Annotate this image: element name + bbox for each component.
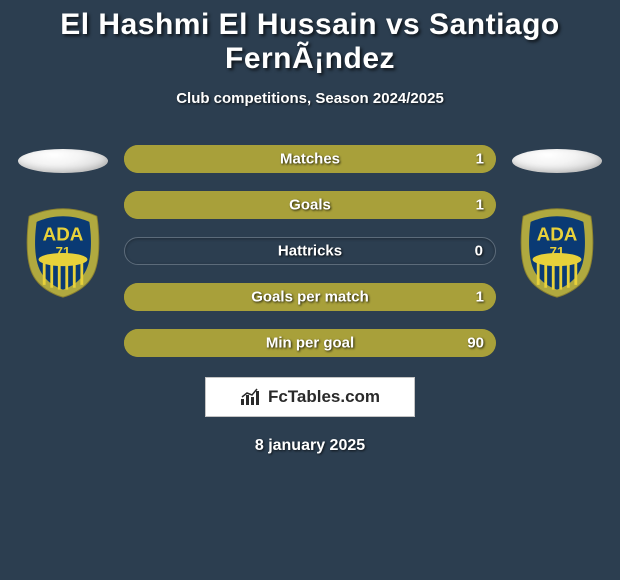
stat-label: Min per goal	[266, 335, 354, 352]
stat-bar: Goals 1	[124, 191, 496, 219]
stat-label: Matches	[280, 151, 340, 168]
stat-bar: Min per goal 90	[124, 329, 496, 357]
club-badge-right: ADA 71	[510, 205, 604, 299]
comparison-container: El Hashmi El Hussain vs Santiago FernÃ¡n…	[0, 0, 620, 580]
stats-bars: Matches 1 Goals 1 Hattricks 0 Goals per match 1…	[118, 145, 502, 357]
subtitle: Club competitions, Season 2024/2025	[0, 90, 620, 107]
watermark-text: FcTables.com	[268, 387, 380, 407]
stat-label: Hattricks	[278, 243, 342, 260]
svg-text:ADA: ADA	[537, 224, 578, 245]
svg-text:71: 71	[550, 244, 565, 259]
watermark: FcTables.com	[205, 377, 415, 417]
player-left-column: ADA 71	[8, 145, 118, 299]
player-left-avatar-placeholder	[18, 149, 108, 173]
svg-text:ADA: ADA	[43, 224, 84, 245]
stat-value-right: 0	[475, 243, 483, 260]
stat-label: Goals	[289, 197, 331, 214]
stat-value-right: 90	[467, 335, 484, 352]
stat-bar: Matches 1	[124, 145, 496, 173]
page-title: El Hashmi El Hussain vs Santiago FernÃ¡n…	[0, 8, 620, 76]
chart-bars-icon	[240, 388, 262, 406]
stat-bar: Goals per match 1	[124, 283, 496, 311]
stat-value-right: 1	[476, 289, 484, 306]
stat-bar: Hattricks 0	[124, 237, 496, 265]
svg-text:71: 71	[56, 244, 71, 259]
club-badge-left: ADA 71	[16, 205, 110, 299]
date-line: 8 january 2025	[0, 437, 620, 455]
player-right-avatar-placeholder	[512, 149, 602, 173]
stat-value-right: 1	[476, 151, 484, 168]
stat-value-right: 1	[476, 197, 484, 214]
stat-label: Goals per match	[251, 289, 369, 306]
main-row: ADA 71 Matches 1 Goals 1 Hattricks 0 Goals per…	[0, 145, 620, 357]
player-right-column: ADA 71	[502, 145, 612, 299]
